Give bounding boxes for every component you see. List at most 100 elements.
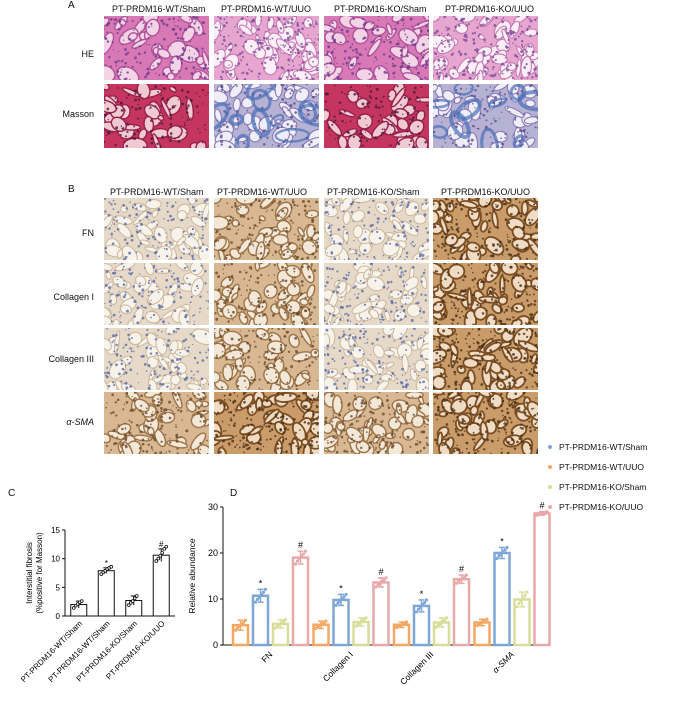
data-point xyxy=(517,601,521,606)
bar xyxy=(452,577,471,647)
micrograph-tile xyxy=(324,84,429,148)
panel-a-col-title: PT-PRDM16-KO/Sham xyxy=(334,4,427,14)
micrograph-tile xyxy=(433,263,538,325)
data-point xyxy=(130,599,135,603)
bar xyxy=(152,554,170,617)
y-axis-label: Interstitial fibrosis(%positive for Mass… xyxy=(25,532,44,614)
data-point xyxy=(378,581,382,586)
significance-mark: # xyxy=(378,567,383,577)
y-tick-label: 10 xyxy=(51,555,60,564)
chart-legend: PT-PRDM16-WT/Sham PT-PRDM16-WT/UUO PT-PR… xyxy=(548,437,673,517)
micrograph-tile xyxy=(433,328,538,390)
panel-a-col-title: PT-PRDM16-WT/UUO xyxy=(221,4,311,14)
data-point xyxy=(338,599,342,603)
panel-b-row-label: Collagen I xyxy=(53,292,94,302)
error-bar xyxy=(297,550,304,565)
y-tick-label: 30 xyxy=(208,502,218,512)
data-point xyxy=(255,597,260,601)
data-point xyxy=(414,610,419,614)
x-tick-label: α-SMA xyxy=(490,649,516,675)
data-point xyxy=(237,624,242,628)
data-point xyxy=(71,606,76,610)
data-point xyxy=(109,564,114,569)
data-point xyxy=(293,562,298,566)
micrograph-tile xyxy=(214,263,319,325)
data-point xyxy=(126,603,131,607)
significance-mark: * xyxy=(500,536,504,546)
data-point xyxy=(438,621,443,626)
y-axis-label: Relative abundance xyxy=(187,538,197,613)
legend-label: PT-PRDM16-KO/Sham xyxy=(559,482,647,492)
data-point xyxy=(521,596,525,600)
micrograph-tile xyxy=(324,198,429,260)
data-point xyxy=(424,598,429,602)
data-point xyxy=(444,616,449,620)
panel-b-col-title: PT-PRDM16-WT/Sham xyxy=(110,187,204,197)
y-tick-label: 5 xyxy=(56,583,61,592)
significance-mark: # xyxy=(298,540,303,550)
legend-dot-icon xyxy=(548,505,552,509)
data-point xyxy=(259,592,264,596)
data-point xyxy=(404,620,409,624)
data-point xyxy=(303,549,308,553)
significance-mark: * xyxy=(339,583,343,593)
significance-mark: * xyxy=(420,589,424,599)
bar xyxy=(97,570,115,617)
data-point xyxy=(295,559,300,563)
bar xyxy=(533,512,551,647)
micrograph-tile xyxy=(214,328,319,390)
micrograph-tile xyxy=(324,263,429,325)
micrograph-tile xyxy=(433,198,538,260)
error-bar xyxy=(257,588,264,603)
data-point xyxy=(301,552,306,556)
data-point xyxy=(464,573,469,577)
data-point xyxy=(525,590,529,594)
panel-d-letter: D xyxy=(230,488,238,499)
data-point xyxy=(420,602,425,607)
legend-item: PT-PRDM16-KO/UUO xyxy=(548,497,673,517)
data-point xyxy=(241,620,246,625)
panel-c-letter: C xyxy=(8,488,16,499)
micrograph-tile xyxy=(214,84,319,148)
data-point xyxy=(164,544,169,549)
data-point xyxy=(79,599,84,603)
data-point xyxy=(344,592,348,597)
micrograph-tile xyxy=(104,392,209,454)
error-bar xyxy=(519,591,525,608)
data-point xyxy=(324,619,328,623)
data-point xyxy=(243,618,248,622)
micrograph-tile xyxy=(324,328,429,390)
data-point xyxy=(263,587,268,592)
panel-a-col-title: PT-PRDM16-WT/Sham xyxy=(112,4,206,14)
micrograph-tile xyxy=(104,263,209,325)
legend-dot-icon xyxy=(548,465,552,469)
bar xyxy=(493,551,511,647)
x-tick-label: Collagen I xyxy=(321,649,355,683)
data-point xyxy=(132,596,137,601)
micrograph-tile xyxy=(104,198,209,260)
data-point xyxy=(495,556,499,561)
micrograph-tile xyxy=(104,16,209,80)
significance-mark: * xyxy=(259,578,263,588)
data-point xyxy=(261,590,266,594)
data-point xyxy=(434,625,439,629)
legend-item: PT-PRDM16-WT/UUO xyxy=(548,457,673,477)
data-point xyxy=(545,510,549,514)
panel-b-row-label: α-SMA xyxy=(66,417,94,427)
significance-mark: # xyxy=(459,564,464,574)
data-point xyxy=(418,605,423,609)
data-point xyxy=(374,585,378,589)
data-point xyxy=(156,556,161,561)
bar xyxy=(372,581,390,647)
abundance-bar-chart: 0 10 20 30 Relative abundance * # FN * # Collagen … xyxy=(187,501,551,687)
legend-label: PT-PRDM16-WT/UUO xyxy=(559,462,644,472)
y-tick-label: 15 xyxy=(51,526,60,535)
data-point xyxy=(519,599,523,603)
error-bar xyxy=(418,599,425,613)
x-tick-label: FN xyxy=(259,649,274,664)
micrograph-tile xyxy=(433,392,538,454)
data-point xyxy=(253,600,258,604)
legend-item: PT-PRDM16-KO/Sham xyxy=(548,477,673,497)
y-tick-label: 0 xyxy=(213,640,218,650)
panel-b-letter: B xyxy=(68,184,75,195)
